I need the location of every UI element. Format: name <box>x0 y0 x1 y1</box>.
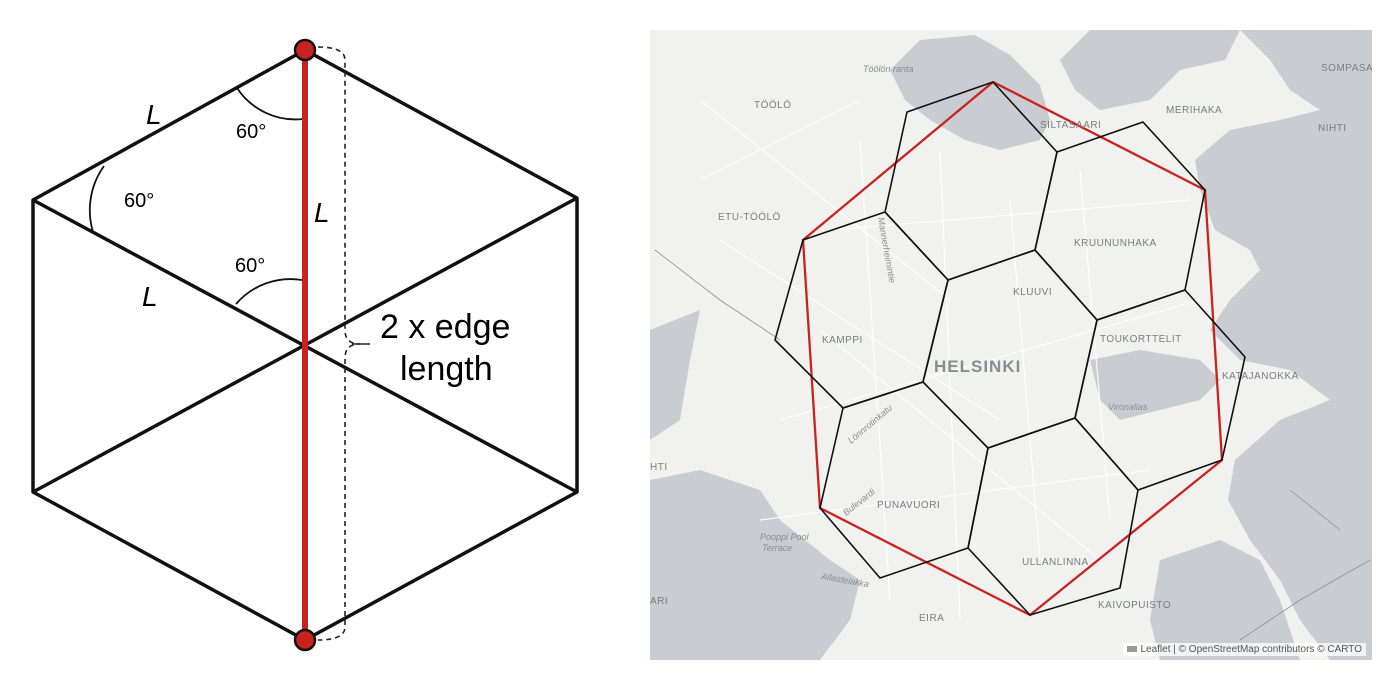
city-label: HELSINKI <box>934 357 1021 376</box>
street-label: Vironallas <box>1108 402 1148 412</box>
edge-label-mid: L <box>142 281 158 312</box>
top-vertex-dot <box>293 38 317 62</box>
district-label: ULLANLINNA <box>1022 557 1089 568</box>
district-label: KAMPPI <box>822 335 863 346</box>
flag-icon <box>1127 646 1138 653</box>
angle-label-left: 60° <box>124 190 154 212</box>
district-label: NIHTI <box>1318 123 1347 134</box>
dimension-label-line1: 2 x edge <box>380 308 510 346</box>
water-bodies <box>650 30 1372 660</box>
dimension-label-line2: length <box>400 350 493 388</box>
district-label: EIRA <box>919 613 944 624</box>
street-grid <box>699 99 1201 621</box>
map-canvas: SOMPASA MERIHAKA NIHTI TÖÖLÖ SILTASAARI … <box>650 30 1372 660</box>
district-label: MERIHAKA <box>1166 105 1222 116</box>
district-label: KAIVOPUISTO <box>1098 600 1171 611</box>
angle-arcs <box>88 87 304 305</box>
street-label: Pooppi Pool <box>760 532 810 542</box>
district-label: TÖÖLÖ <box>754 99 792 111</box>
rail-lines <box>654 249 1371 641</box>
district-label: ETU-TÖÖLÖ <box>718 211 781 223</box>
district-label: TOUKORTTELIT <box>1100 334 1182 345</box>
attribution-text: | © OpenStreetMap contributors © CARTO <box>1173 644 1362 655</box>
hex-cell <box>967 417 1139 616</box>
hexagon-diagram: L L L 60° 60° 60° 2 x edge length <box>31 38 579 652</box>
angle-label-center: 60° <box>235 255 265 277</box>
partial-label: ARI <box>650 596 668 607</box>
bottom-vertex-dot <box>293 628 317 652</box>
district-label: KLUUVI <box>1013 287 1052 298</box>
street-label: Terrace <box>762 543 792 553</box>
district-label: PUNAVUORI <box>877 500 940 511</box>
angle-label-top: 60° <box>236 121 266 143</box>
district-label: SOMPASA <box>1321 63 1372 74</box>
street-label: Töölön ranta <box>863 64 914 74</box>
district-label: KRUUNUNHAKA <box>1074 238 1157 249</box>
leaflet-link[interactable]: Leaflet <box>1140 644 1171 655</box>
hexagon-grid <box>774 81 1246 616</box>
edge-label-top: L <box>146 99 162 130</box>
map-attribution: Leaflet | © OpenStreetMap contributors ©… <box>1123 643 1366 656</box>
edge-label-vertical: L <box>314 197 330 228</box>
partial-label: HTI <box>650 462 668 473</box>
district-label: KATAJANOKKA <box>1222 371 1299 382</box>
district-label: SILTASAARI <box>1040 120 1101 131</box>
map-panel[interactable]: SOMPASA MERIHAKA NIHTI TÖÖLÖ SILTASAARI … <box>650 30 1372 660</box>
